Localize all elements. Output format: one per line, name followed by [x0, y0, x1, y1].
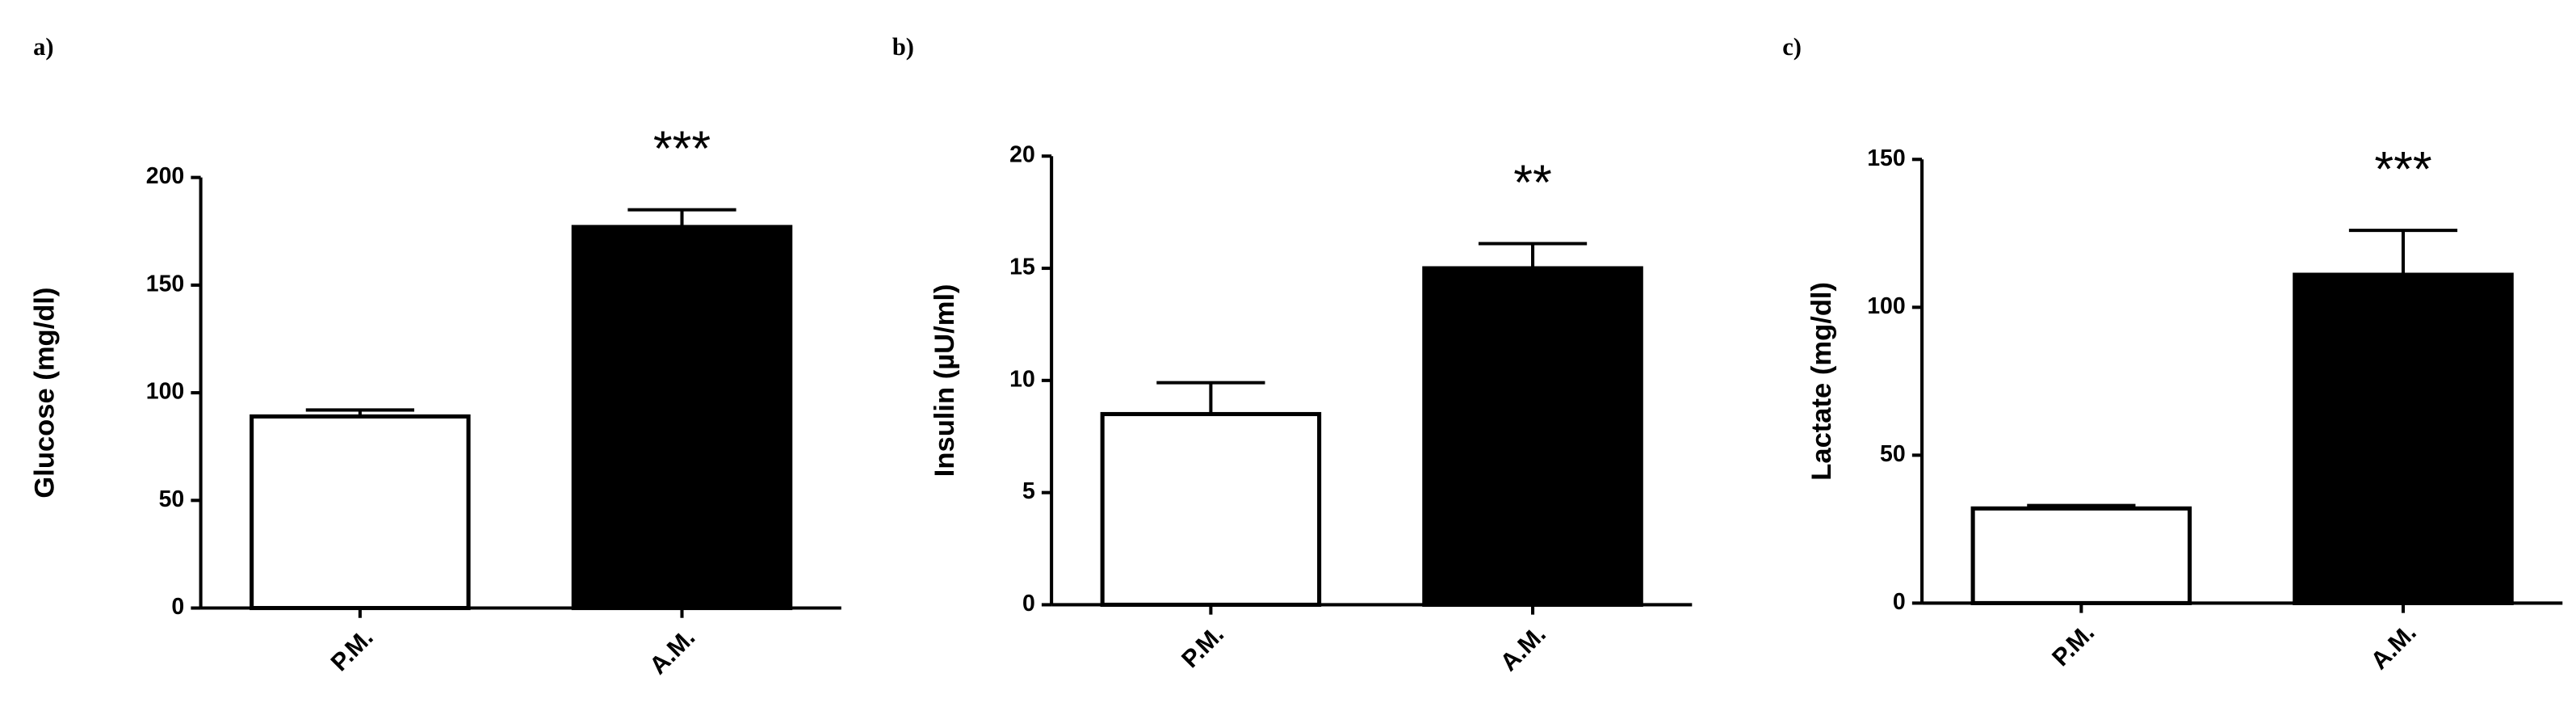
y-tick-label: 5 — [1022, 478, 1035, 504]
y-tick-label: 0 — [171, 594, 184, 620]
bar — [571, 225, 793, 611]
y-tick-label: 100 — [146, 379, 185, 405]
y-tick-label: 15 — [1009, 255, 1035, 280]
y-tick-label: 50 — [1880, 441, 1906, 467]
bar — [250, 414, 471, 611]
annotation: *** — [2374, 141, 2431, 196]
y-tick-label: 50 — [159, 486, 185, 512]
bar — [1100, 411, 1322, 608]
bar — [1422, 266, 1643, 608]
x-tick-label: P.M. — [325, 624, 379, 677]
y-axis-label: Lactate (mg/dl) — [1806, 282, 1837, 481]
panel-label: c) — [1782, 33, 1802, 61]
x-tick-label: A.M. — [644, 624, 701, 680]
x-tick-label: A.M. — [1495, 621, 1551, 677]
y-tick-label: 150 — [1867, 145, 1906, 171]
panel-label: b) — [892, 33, 914, 61]
x-tick-label: P.M. — [1177, 621, 1230, 674]
annotation: ** — [1513, 154, 1551, 209]
y-tick-label: 200 — [146, 163, 185, 189]
y-tick-label: 10 — [1009, 366, 1035, 392]
bar — [2293, 272, 2514, 605]
y-tick-label: 20 — [1009, 142, 1035, 168]
x-tick-label: A.M. — [2365, 619, 2422, 675]
bar — [1970, 506, 2192, 605]
y-tick-label: 0 — [1893, 589, 1906, 615]
y-tick-label: 0 — [1022, 591, 1035, 616]
y-axis-label: Glucose (mg/dl) — [30, 288, 61, 499]
y-axis-label: Insulin (µU/ml) — [929, 284, 960, 477]
panel-label: a) — [33, 33, 53, 61]
annotation: *** — [653, 121, 711, 176]
x-tick-label: P.M. — [2047, 619, 2100, 672]
y-tick-label: 100 — [1867, 293, 1906, 319]
y-tick-label: 150 — [146, 271, 185, 297]
